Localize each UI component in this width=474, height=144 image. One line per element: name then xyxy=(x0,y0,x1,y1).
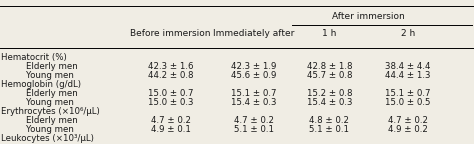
Text: Leukocytes (×10³/μL): Leukocytes (×10³/μL) xyxy=(1,134,94,143)
Text: Before immersion: Before immersion xyxy=(130,29,211,38)
Text: 42.8 ± 1.8: 42.8 ± 1.8 xyxy=(307,62,352,71)
Text: 15.1 ± 0.7: 15.1 ± 0.7 xyxy=(231,89,276,98)
Text: 4.9 ± 0.1: 4.9 ± 0.1 xyxy=(151,125,191,134)
Text: 44.2 ± 0.8: 44.2 ± 0.8 xyxy=(148,71,193,80)
Text: 4.7 ± 0.2: 4.7 ± 0.2 xyxy=(234,116,273,125)
Text: 44.4 ± 1.3: 44.4 ± 1.3 xyxy=(385,71,430,80)
Text: 42.3 ± 1.6: 42.3 ± 1.6 xyxy=(148,62,193,71)
Text: 1 h: 1 h xyxy=(322,29,337,38)
Text: 45.6 ± 0.9: 45.6 ± 0.9 xyxy=(231,71,276,80)
Text: Young men: Young men xyxy=(26,125,74,134)
Text: 45.7 ± 0.8: 45.7 ± 0.8 xyxy=(307,71,352,80)
Text: 15.1 ± 0.7: 15.1 ± 0.7 xyxy=(385,89,430,98)
Text: 4.8 ± 0.2: 4.8 ± 0.2 xyxy=(310,116,349,125)
Text: Hematocrit (%): Hematocrit (%) xyxy=(1,53,67,62)
Text: 15.0 ± 0.3: 15.0 ± 0.3 xyxy=(148,98,193,107)
Text: 38.4 ± 4.4: 38.4 ± 4.4 xyxy=(385,62,430,71)
Text: Elderly men: Elderly men xyxy=(26,116,78,125)
Text: Elderly men: Elderly men xyxy=(26,62,78,71)
Text: Elderly men: Elderly men xyxy=(26,89,78,98)
Text: Young men: Young men xyxy=(26,98,74,107)
Text: 2 h: 2 h xyxy=(401,29,415,38)
Text: 4.7 ± 0.2: 4.7 ± 0.2 xyxy=(388,116,428,125)
Text: Young men: Young men xyxy=(26,71,74,80)
Text: 5.1 ± 0.1: 5.1 ± 0.1 xyxy=(234,125,273,134)
Text: 5.1 ± 0.1: 5.1 ± 0.1 xyxy=(310,125,349,134)
Text: 15.4 ± 0.3: 15.4 ± 0.3 xyxy=(231,98,276,107)
Text: Hemoglobin (g/dL): Hemoglobin (g/dL) xyxy=(1,80,81,89)
Text: 4.9 ± 0.2: 4.9 ± 0.2 xyxy=(388,125,428,134)
Text: 15.0 ± 0.5: 15.0 ± 0.5 xyxy=(385,98,430,107)
Text: Erythrocytes (×10⁶/μL): Erythrocytes (×10⁶/μL) xyxy=(1,107,100,116)
Text: 15.2 ± 0.8: 15.2 ± 0.8 xyxy=(307,89,352,98)
Text: After immersion: After immersion xyxy=(332,12,405,21)
Text: 15.0 ± 0.7: 15.0 ± 0.7 xyxy=(148,89,193,98)
Text: 42.3 ± 1.9: 42.3 ± 1.9 xyxy=(231,62,276,71)
Text: 4.7 ± 0.2: 4.7 ± 0.2 xyxy=(151,116,191,125)
Text: Immediately after: Immediately after xyxy=(213,29,294,38)
Text: 15.4 ± 0.3: 15.4 ± 0.3 xyxy=(307,98,352,107)
